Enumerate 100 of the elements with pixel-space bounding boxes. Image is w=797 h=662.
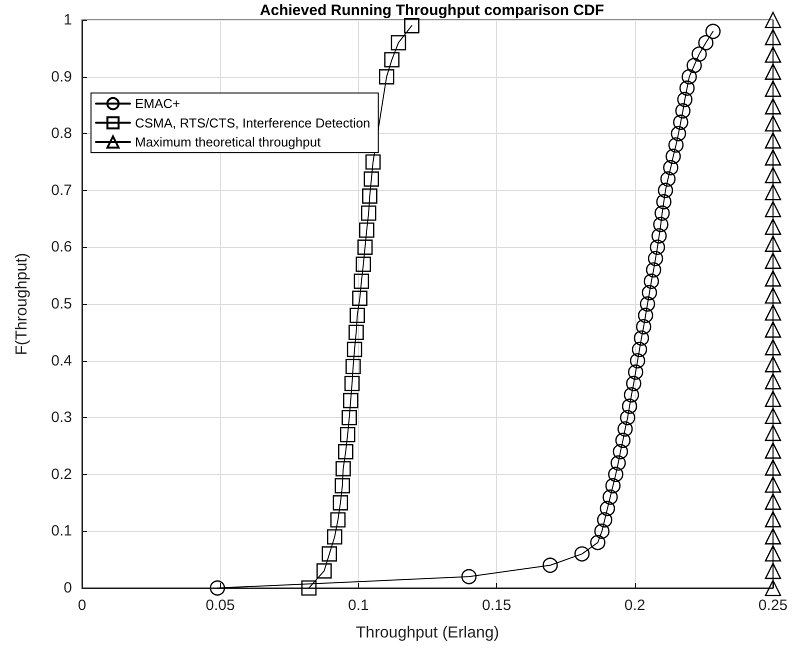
point	[626, 376, 642, 392]
point	[359, 222, 374, 238]
point	[666, 148, 681, 164]
point	[597, 512, 612, 528]
point	[378, 69, 394, 84]
point	[764, 321, 782, 338]
point	[673, 114, 688, 130]
point	[764, 184, 782, 200]
point	[764, 166, 782, 184]
point	[636, 319, 652, 334]
point	[605, 478, 621, 494]
point	[362, 188, 378, 204]
y-tick-label: 1	[64, 12, 72, 28]
point	[390, 35, 406, 50]
y-tick-label: 0.3	[51, 409, 72, 426]
point	[356, 256, 372, 272]
point	[602, 489, 618, 505]
y-tick-label: 0	[64, 580, 72, 596]
point	[594, 524, 610, 539]
point	[340, 426, 356, 442]
point	[336, 461, 351, 476]
y-tick-label: 0.2	[51, 466, 72, 483]
point	[640, 296, 656, 312]
point	[628, 364, 644, 380]
x-tick-label: 0.25	[758, 597, 788, 614]
point	[764, 149, 782, 166]
point	[705, 24, 721, 40]
point	[764, 270, 782, 287]
point	[620, 410, 636, 426]
point	[330, 512, 346, 528]
point	[692, 46, 707, 62]
point	[624, 387, 640, 403]
point	[686, 58, 702, 74]
point	[764, 304, 782, 321]
point	[634, 330, 650, 346]
point	[764, 545, 782, 562]
point	[622, 398, 638, 414]
point	[764, 390, 782, 408]
point	[638, 308, 654, 324]
point	[764, 373, 782, 390]
point	[677, 92, 692, 108]
point	[301, 580, 317, 596]
point	[656, 194, 672, 210]
point	[764, 236, 782, 252]
y-tick-label: 0.5	[51, 296, 72, 312]
point	[668, 137, 684, 153]
point	[764, 356, 782, 372]
point	[600, 500, 616, 516]
point	[764, 339, 782, 356]
y-tick-label: 0.7	[51, 182, 72, 199]
point	[574, 546, 590, 562]
point	[342, 410, 357, 426]
point	[630, 353, 646, 368]
point	[764, 132, 782, 149]
point	[654, 205, 670, 221]
point	[348, 324, 364, 340]
point	[764, 252, 782, 269]
point	[653, 216, 668, 232]
point	[612, 444, 628, 460]
point	[316, 563, 332, 579]
point	[764, 218, 782, 235]
point	[764, 64, 782, 80]
legend-label: Maximum theoretical throughput	[135, 134, 322, 150]
y-tick-label: 0.9	[51, 68, 72, 86]
point	[764, 511, 782, 528]
x-tick-label: 0.1	[348, 597, 369, 614]
point	[646, 262, 662, 278]
point	[344, 376, 360, 392]
x-axis-title: Throughput (Erlang)	[356, 624, 500, 642]
x-tick-label: 0.05	[206, 597, 235, 614]
y-tick-label: 0.1	[51, 522, 72, 540]
point	[338, 444, 354, 460]
point	[364, 171, 380, 187]
point	[764, 80, 782, 97]
point	[354, 274, 370, 289]
y-tick-label: 0.4	[51, 352, 72, 370]
point	[346, 358, 361, 374]
chart-title: Achieved Running Throughput comparison CDF	[260, 2, 604, 19]
point	[404, 18, 420, 34]
point	[670, 126, 686, 142]
point	[658, 182, 674, 198]
y-tick-label: 0.6	[51, 238, 72, 256]
point	[764, 494, 782, 510]
point	[608, 466, 624, 482]
point	[210, 580, 226, 596]
point	[764, 442, 782, 459]
x-tick-label: 0.15	[482, 597, 512, 614]
point	[326, 529, 342, 545]
point	[764, 476, 782, 493]
point	[648, 250, 664, 266]
point	[334, 478, 350, 494]
x-tick-label: 0.2	[624, 597, 646, 614]
point	[764, 115, 782, 132]
point	[542, 558, 558, 573]
point	[346, 342, 362, 358]
point	[632, 342, 648, 358]
point	[365, 154, 381, 170]
point	[660, 171, 676, 187]
point	[764, 562, 782, 580]
point	[651, 228, 667, 244]
